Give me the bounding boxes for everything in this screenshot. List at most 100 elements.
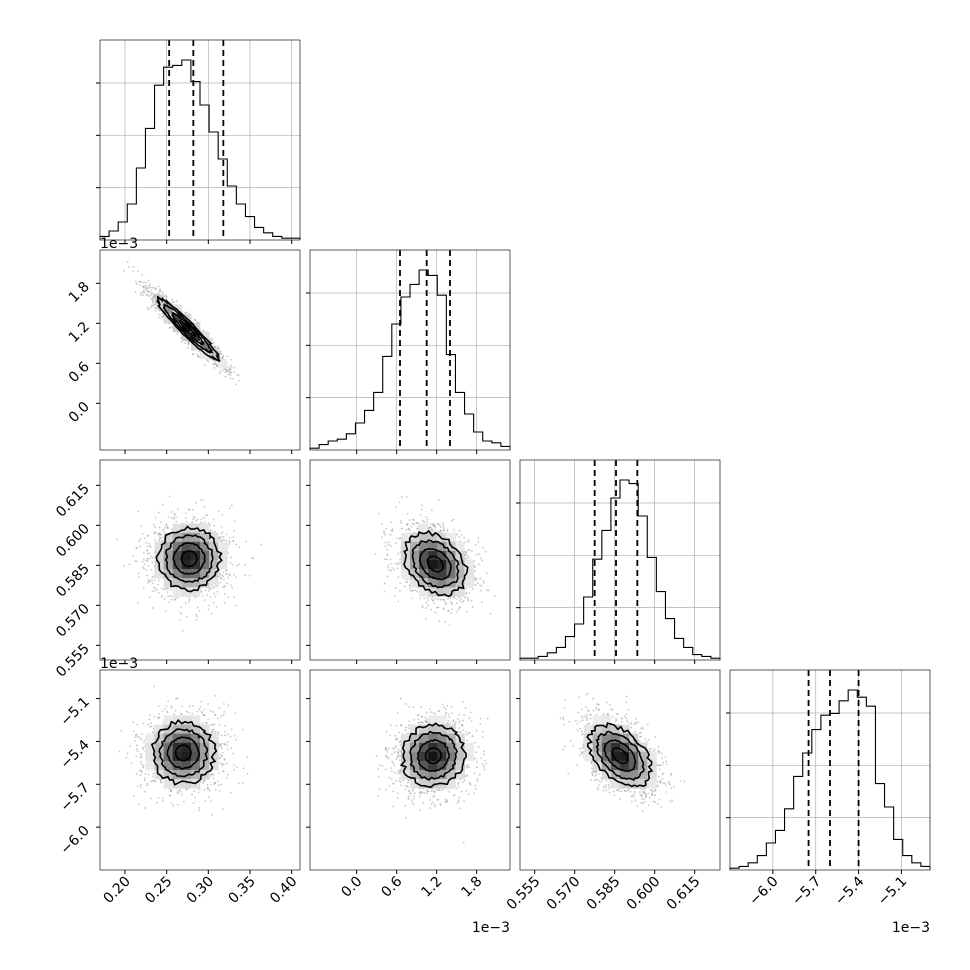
scatter-point	[474, 543, 477, 546]
pair-panel	[99, 459, 301, 661]
scatter-point	[446, 528, 449, 531]
scatter-point	[480, 557, 482, 560]
scatter-point	[209, 588, 212, 590]
scatter-point	[479, 584, 482, 587]
scatter-point	[480, 601, 483, 604]
scatter-point	[218, 706, 221, 709]
scatter-point	[139, 280, 141, 283]
scatter-point	[391, 530, 394, 532]
scatter-point	[455, 610, 458, 613]
scatter-point	[166, 595, 169, 598]
scatter-point	[409, 529, 412, 532]
scatter-point	[127, 266, 130, 269]
scatter-point	[140, 281, 143, 284]
scatter-point	[384, 545, 387, 547]
scatter-point	[200, 521, 202, 524]
scatter-point	[153, 306, 156, 309]
scatter-point	[165, 295, 168, 298]
density-cell	[190, 560, 201, 570]
scatter-point	[207, 608, 210, 611]
scatter-point	[137, 735, 140, 738]
scatter-point	[480, 589, 482, 592]
density-cell	[163, 550, 174, 561]
scatter-point	[217, 347, 220, 350]
scatter-point	[128, 563, 131, 566]
scatter-point	[175, 520, 178, 523]
scatter-point	[462, 600, 465, 602]
scatter-point	[194, 319, 197, 322]
scatter-point	[204, 589, 207, 592]
scatter-point	[420, 508, 423, 511]
scatter-point	[230, 747, 233, 749]
scatter-point	[219, 573, 222, 576]
scatter-point	[397, 576, 400, 579]
scatter-point	[146, 553, 149, 556]
scatter-point	[471, 606, 474, 608]
scatter-point	[161, 304, 163, 307]
density-cell	[419, 569, 429, 579]
density-cell	[209, 532, 219, 543]
scatter-point	[170, 706, 173, 709]
density-cell	[209, 569, 219, 579]
scatter-point	[220, 577, 223, 580]
scatter-point	[185, 311, 188, 314]
scatter-point	[146, 574, 148, 577]
pair-panel	[99, 249, 301, 451]
scatter-point	[169, 326, 172, 329]
scatter-point	[137, 572, 140, 575]
scatter-point	[196, 355, 199, 358]
scatter-point	[458, 599, 461, 602]
scatter-point	[122, 269, 125, 272]
scatter-point	[212, 587, 215, 589]
scatter-point	[464, 596, 466, 599]
scatter-point	[477, 540, 480, 543]
scatter-point	[390, 562, 393, 565]
scatter-point	[385, 528, 388, 530]
hist-panel	[99, 39, 301, 241]
scatter-point	[146, 559, 149, 562]
scatter-point	[229, 573, 231, 576]
scatter-point	[234, 576, 237, 579]
scatter-point	[220, 536, 223, 538]
panel-content	[122, 261, 241, 386]
scatter-point	[395, 542, 398, 545]
scatter-point	[411, 518, 414, 521]
scatter-point	[228, 371, 231, 374]
density-cell	[172, 569, 183, 579]
scatter-point	[213, 524, 216, 527]
scatter-point	[143, 567, 145, 570]
scatter-point	[468, 549, 471, 552]
scatter-point	[146, 784, 149, 787]
scatter-point	[161, 587, 164, 590]
scatter-point	[157, 285, 160, 288]
scatter-point	[151, 286, 154, 289]
density-cell	[163, 578, 174, 588]
scatter-point	[383, 533, 386, 536]
x-tick-label: −5.7	[789, 874, 824, 909]
scatter-point	[185, 517, 187, 519]
scatter-point	[222, 355, 224, 358]
scatter-point	[136, 270, 139, 273]
scatter-point	[442, 607, 445, 609]
contour-line	[163, 303, 214, 354]
scatter-point	[150, 292, 153, 295]
scatter-point	[185, 520, 188, 523]
density-cell	[428, 541, 438, 552]
scatter-point	[154, 288, 157, 291]
density-cell	[209, 578, 219, 588]
contour-line	[171, 311, 205, 346]
scatter-point	[153, 293, 156, 296]
scatter-point	[430, 530, 433, 533]
scatter-point	[399, 519, 402, 522]
density-cell	[172, 550, 183, 561]
scatter-point	[212, 341, 215, 344]
scatter-point	[387, 564, 390, 567]
scatter-point	[147, 279, 150, 282]
scatter-point	[484, 550, 487, 553]
scatter-point	[166, 591, 169, 593]
scatter-point	[191, 518, 194, 521]
density-cell	[200, 578, 210, 588]
scatter-point	[451, 519, 453, 522]
scatter-point	[204, 599, 206, 601]
